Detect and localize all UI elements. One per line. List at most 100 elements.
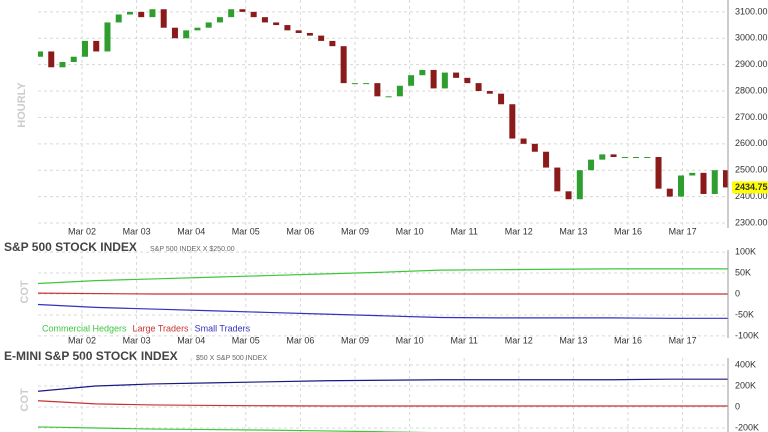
x-tick-label: Mar 04 [177,335,205,345]
y-tick-label: 3100.00 [735,6,768,16]
candle [38,51,43,57]
series-line [38,400,728,407]
candle [216,17,223,23]
candle [318,35,325,41]
candle [48,51,55,68]
series-line [38,303,728,319]
y-tick-label: 2800.00 [735,85,768,95]
panel-title: S&P 500 STOCK INDEX [4,240,137,254]
candle [115,14,122,23]
plot [38,358,728,432]
panel-title: E-MINI S&P 500 STOCK INDEX [4,349,178,363]
candle [59,62,66,68]
x-tick-label: Mar 03 [123,335,151,345]
x-tick-label: Mar 06 [286,226,314,236]
candle [543,151,550,168]
x-tick-label: Mar 13 [559,226,587,236]
panel-subtitle: S&P 500 INDEX X $250.00 [150,246,235,253]
candle [610,154,617,158]
candle [441,72,448,89]
candle [498,93,505,105]
y-tick-label: 2500.00 [735,165,768,175]
candle [228,9,235,18]
candle [419,69,426,76]
legend-entry: Commercial Hedgers [42,323,127,333]
y-tick-label: 100K [735,246,756,256]
candle [531,143,538,152]
x-tick-label: Mar 13 [559,335,587,345]
candle [520,138,527,144]
panel-subtitle: $50 X S&P 500 INDEX [196,355,267,362]
candle [509,104,516,139]
y-tick-label: 50K [735,267,751,277]
candle [295,30,302,33]
candle [453,72,460,78]
y-tick-label: -50K [735,309,754,319]
x-tick-label: Mar 04 [177,226,205,236]
candle [183,30,190,39]
candle [408,75,415,86]
candle [93,40,100,52]
candle [250,11,257,18]
x-tick-label: Mar 09 [341,226,369,236]
y-tick-label: 2700.00 [735,112,768,122]
candle [340,46,347,84]
candle [723,170,728,188]
series-line [38,268,728,285]
candle [588,159,595,171]
candle [633,157,640,159]
x-tick-label: Mar 12 [505,335,533,345]
x-tick-label: Mar 11 [451,335,478,345]
x-tick-label: Mar 17 [669,335,697,345]
candle [239,9,246,12]
x-tick-label: Mar 16 [614,226,642,236]
x-tick-label: Mar 17 [669,226,697,236]
candle [464,77,471,84]
y-tick-label: 2600.00 [735,138,768,148]
candle [329,40,336,47]
candle [621,157,628,159]
x-tick-label: Mar 16 [614,335,642,345]
candle [700,172,707,194]
candle [351,83,358,85]
x-tick-label: Mar 06 [286,335,314,345]
candle [666,188,673,197]
candle [149,9,156,18]
candle [70,56,77,63]
candle [689,172,696,176]
candle [273,22,280,26]
y-tick-label: -200K [735,422,759,432]
candle [711,170,718,194]
series-line [38,292,728,295]
candle [486,91,493,94]
candle [284,25,291,31]
candle [554,167,561,192]
candle [396,85,403,97]
candle [374,83,381,97]
y-tick-label: -100K [735,330,759,340]
candle [430,69,437,89]
legend-entry: Large Traders [133,323,190,333]
candle [678,175,685,197]
x-tick-label: Mar 05 [232,335,260,345]
candle [81,40,88,57]
candle [126,11,133,15]
y-tick-label: 400K [735,359,756,369]
x-tick-label: Mar 05 [232,226,260,236]
candle [475,83,482,92]
x-tick-label: Mar 02 [68,226,96,236]
candle [194,27,201,31]
candle [363,83,370,85]
x-tick-label: Mar 11 [451,226,478,236]
candle [171,27,178,39]
candle [205,22,212,28]
candle [655,157,662,189]
last-price: 2434.75 [735,182,768,192]
y-tick-label: 0 [735,288,740,298]
x-tick-label: Mar 09 [341,335,369,345]
side-label: COT [19,280,31,304]
candle [644,157,651,159]
y-tick-label: 200K [735,380,756,390]
candle [385,96,392,98]
